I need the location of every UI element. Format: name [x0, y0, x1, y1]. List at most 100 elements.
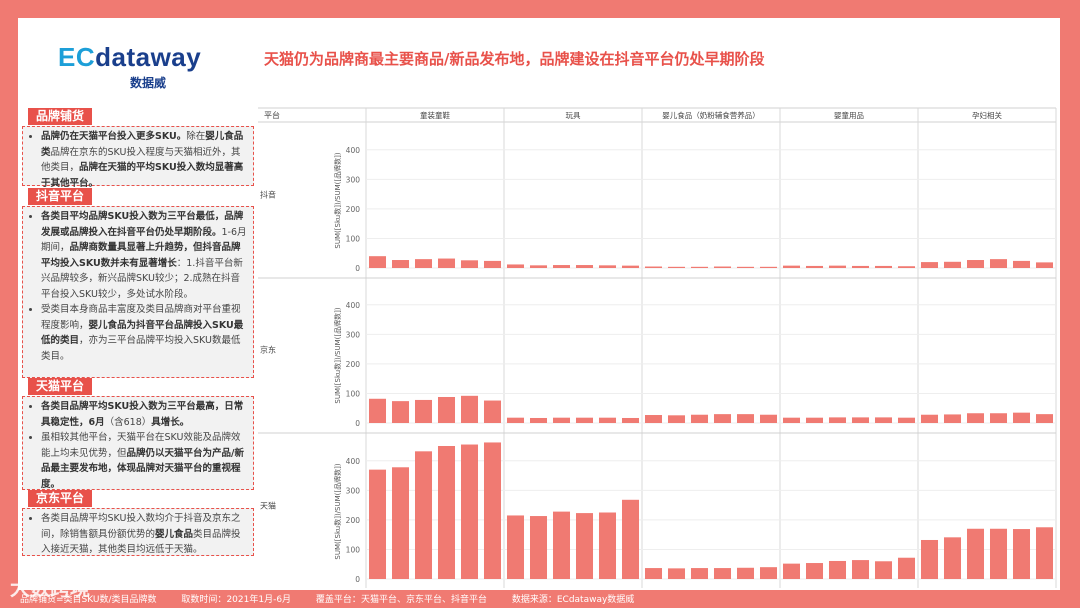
bullet-text-run: 具增长。 — [151, 416, 190, 428]
bar — [759, 567, 778, 579]
bar — [437, 258, 456, 268]
bullet-text-run: 品牌商数量具显著上升趋势，但抖音品牌平均投入SKU数并未有显著增长 — [41, 242, 241, 269]
bar — [483, 260, 502, 268]
column-header: 婴儿食品（奶粉辅食营养品） — [662, 110, 760, 120]
bullet-text-run: 1-6月期间， — [41, 226, 247, 254]
bar — [529, 417, 548, 423]
bar — [414, 259, 433, 268]
bar — [598, 417, 617, 423]
footer: 品牌铺货=类目SKU数/类目品牌数 取数时间：2021年1月-6月 覆盖平台：天… — [20, 592, 656, 605]
bar — [920, 262, 939, 268]
bar — [414, 451, 433, 579]
bar — [1035, 414, 1054, 423]
bar — [391, 401, 410, 423]
section-box-douyin: 各类目平均品牌SKU投入数为三平台最低，品牌发展或品牌投入在抖音平台仍处早期阶段… — [22, 206, 254, 378]
y-tick-label: 0 — [355, 575, 360, 584]
bar — [368, 256, 387, 268]
bar — [391, 260, 410, 268]
y-tick-label: 100 — [346, 234, 361, 243]
bar — [713, 266, 732, 268]
section-bullet: 受类目本身商品丰富度及类目品牌商对平台重视程度影响，婴儿食品为抖音平台品牌投入S… — [41, 302, 249, 364]
bar — [575, 417, 594, 423]
bullet-text-run: 除在 — [186, 131, 206, 142]
y-axis-title: SUM([Sku数])/SUM([品牌数]) — [333, 463, 342, 559]
bar — [989, 413, 1008, 423]
bar — [736, 414, 755, 423]
bar — [506, 264, 525, 268]
bar — [1035, 262, 1054, 268]
bullet-text-run: 受类目本身商品丰富度及类目品牌商对平台重视程度影响， — [41, 304, 241, 331]
bullet-text-run: 6月 — [88, 416, 105, 428]
bar — [621, 265, 640, 268]
section-box-jd: 各类目品牌平均SKU投入数均介于抖音及京东之间，除销售额具份额优势的婴儿食品类目… — [22, 508, 254, 556]
bar — [897, 266, 916, 268]
bullet-text-run: （含618） — [104, 416, 152, 428]
bar — [621, 417, 640, 423]
bar — [598, 512, 617, 579]
bar — [966, 528, 985, 579]
section-box-tmall: 各类目品牌平均SKU投入数为三平台最高，日常具稳定性，6月（含618）具增长。虽… — [22, 396, 254, 490]
bar — [414, 399, 433, 423]
bar — [989, 259, 1008, 268]
bullet-text-run: ，亦为三平台品牌平均投入SKU数最低类目。 — [41, 335, 241, 362]
bullet-text-run: 各类目品牌平均SKU投入数均介于抖音及京东之间，除销售额具份额优势的 — [41, 513, 241, 540]
bullet-text-run: 品牌仍在天猫平台投入更多SKU。 — [41, 131, 187, 142]
bar — [1012, 529, 1031, 579]
bar — [759, 266, 778, 268]
row-label: 抖音 — [260, 190, 276, 200]
bar — [437, 396, 456, 423]
bar — [644, 568, 663, 579]
bar — [782, 563, 801, 579]
bar — [989, 528, 1008, 579]
bar — [460, 395, 479, 423]
bar — [851, 560, 870, 579]
section-tag-douyin: 抖音平台 — [28, 188, 93, 205]
bar — [828, 265, 847, 268]
bar — [782, 417, 801, 423]
bar — [690, 568, 709, 579]
bar — [644, 266, 663, 268]
header-label: 平台 — [264, 110, 280, 120]
bar — [1012, 412, 1031, 423]
bar — [506, 417, 525, 423]
bar — [966, 413, 985, 423]
bar — [598, 265, 617, 268]
bullet-text-run: 婴儿食品 — [155, 528, 194, 540]
logo-cn-name: 数据威 — [130, 76, 167, 90]
ecdataway-logo: ECdataway 数据威 — [58, 42, 218, 92]
bar — [805, 417, 824, 423]
bar — [782, 265, 801, 268]
watermark-text: 大数跨境 — [10, 576, 90, 600]
section-bullet: 虽相较其他平台，天猫平台在SKU效能及品牌效能上均未见优势，但品牌仍以天猫平台为… — [41, 430, 249, 492]
y-tick-label: 400 — [346, 301, 361, 310]
section-tag-jd: 京东平台 — [28, 490, 93, 507]
section-bullet: 各类目品牌平均SKU投入数为三平台最高，日常具稳定性，6月（含618）具增长。 — [41, 399, 249, 430]
bar — [736, 266, 755, 268]
bar — [460, 444, 479, 579]
bar — [1035, 527, 1054, 579]
bullet-text-run: 各类目品牌平均SKU投入数为三平台最高，日常具稳定性， — [41, 401, 244, 428]
bar — [368, 469, 387, 579]
bar — [690, 266, 709, 268]
bar — [920, 414, 939, 423]
bar — [667, 415, 686, 423]
bullet-text-run: 品牌仍以天猫平台为产品/新品最主要发布地，体现品牌对天猫平台的重视程度。 — [41, 447, 244, 490]
bar — [943, 261, 962, 268]
y-axis-title: SUM([Sku数])/SUM([品牌数]) — [333, 307, 342, 403]
row-label: 京东 — [260, 345, 276, 355]
bar — [828, 417, 847, 423]
bullet-text-run: 婴儿食品为抖音平台品牌投入SKU最低的类目 — [41, 319, 244, 347]
bar — [828, 560, 847, 579]
bar — [644, 415, 663, 423]
bullet-text-run: 品牌在京东的SKU投入程度与天猫相近外，其他类目， — [41, 146, 241, 174]
bar — [483, 400, 502, 423]
bar — [483, 442, 502, 579]
bar — [897, 557, 916, 579]
bar — [736, 567, 755, 579]
bar — [575, 265, 594, 268]
y-tick-label: 400 — [346, 146, 361, 155]
y-tick-label: 400 — [346, 457, 361, 466]
bar — [897, 417, 916, 423]
logo-wordmark: ECdataway — [58, 42, 202, 72]
